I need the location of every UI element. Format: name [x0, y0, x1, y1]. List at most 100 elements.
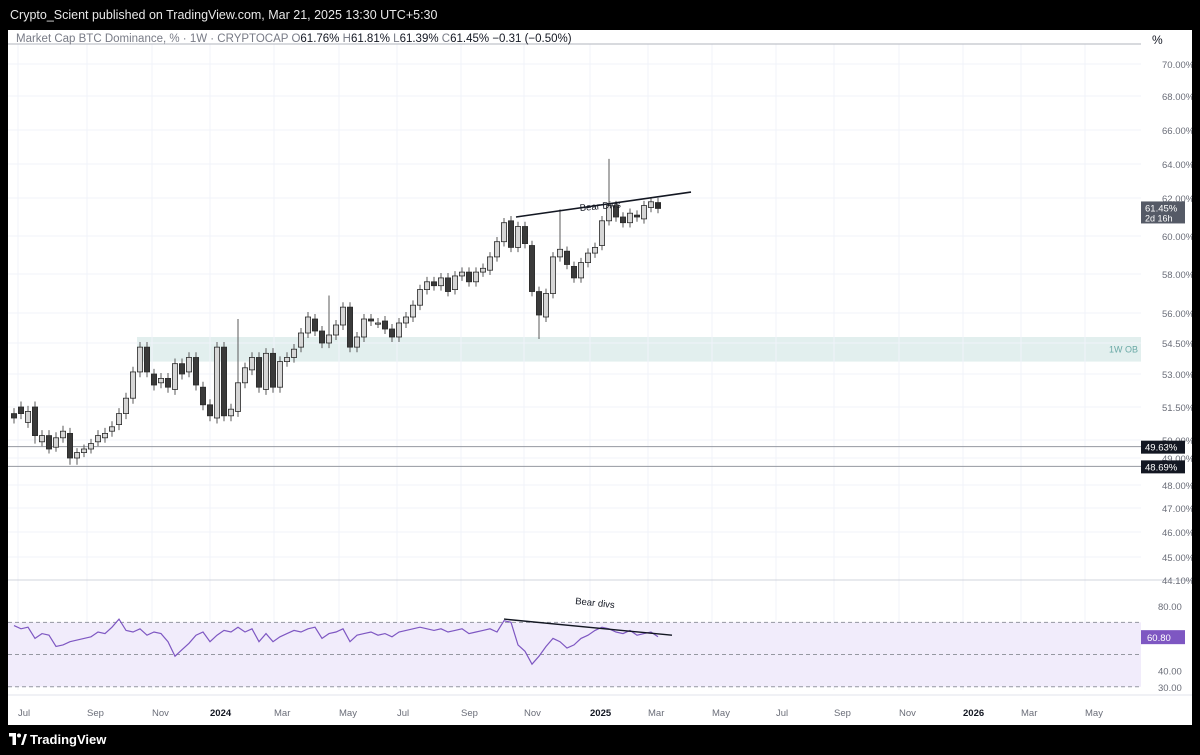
- candle-body: [465, 271, 472, 283]
- rsi-bear-divs-label: Bear divs: [575, 596, 616, 611]
- time-tick-label: Jul: [776, 708, 788, 719]
- countdown-label: 2d 16h: [1145, 213, 1173, 223]
- candle: [458, 267, 465, 281]
- price-tick-label: 56.00%: [1162, 309, 1192, 320]
- candle-body: [641, 205, 648, 220]
- candle-body: [24, 410, 31, 423]
- candle-body: [620, 216, 627, 224]
- level-price-label: 49.63%: [1145, 443, 1178, 454]
- time-tick-label: May: [712, 708, 730, 719]
- candle: [283, 352, 290, 367]
- candle: [564, 246, 571, 270]
- candle: [123, 392, 130, 420]
- time-tick-label: Nov: [899, 708, 916, 719]
- candle-body: [353, 336, 360, 348]
- candle-body: [269, 352, 276, 388]
- candle-body: [157, 377, 164, 384]
- candle: [11, 408, 17, 424]
- candle: [374, 318, 381, 328]
- candle: [592, 242, 599, 258]
- candle-body: [178, 363, 185, 375]
- candle-body: [150, 373, 157, 386]
- low-value: 61.39%: [399, 33, 439, 45]
- time-tick-label: 2025: [590, 708, 612, 719]
- candle: [381, 316, 388, 334]
- rsi-line: [13, 618, 659, 666]
- candle: [557, 209, 564, 262]
- candle: [31, 401, 38, 444]
- candle-body: [318, 330, 325, 344]
- candle: [60, 425, 67, 443]
- candle: [507, 216, 514, 253]
- candle: [53, 432, 60, 452]
- candle: [416, 284, 423, 311]
- candle-body: [304, 316, 311, 334]
- candle: [67, 427, 74, 465]
- candle-body: [31, 406, 38, 437]
- price-tick-label: 54.50%: [1162, 339, 1192, 350]
- candle-body: [46, 435, 53, 450]
- time-tick-label: Mar: [648, 708, 664, 719]
- candle: [472, 267, 479, 287]
- candle-body: [192, 357, 199, 386]
- tradingview-logo-icon: [9, 733, 27, 745]
- candle: [262, 348, 269, 395]
- candle: [150, 368, 157, 391]
- candle-body: [599, 220, 606, 246]
- candle: [493, 236, 500, 262]
- candle: [437, 273, 444, 291]
- open-label: O: [291, 33, 301, 45]
- candle: [388, 324, 395, 342]
- candle: [648, 197, 655, 213]
- candle: [409, 300, 416, 322]
- candle: [248, 352, 255, 376]
- candle-body: [248, 357, 255, 371]
- candle: [297, 328, 304, 353]
- candle-body: [95, 435, 102, 443]
- candle: [95, 430, 102, 447]
- candle: [360, 314, 367, 342]
- candle: [46, 430, 53, 454]
- candle-body: [634, 214, 641, 218]
- candle: [192, 352, 199, 391]
- price-tick-label: 66.00%: [1162, 126, 1192, 137]
- close-label: C: [441, 33, 451, 45]
- candle: [325, 295, 332, 349]
- candle: [486, 252, 493, 275]
- candle: [24, 405, 31, 428]
- time-tick-label: Sep: [461, 708, 478, 719]
- candle: [332, 320, 339, 340]
- candle-body: [381, 320, 388, 330]
- candle: [529, 240, 536, 297]
- candle-body: [67, 432, 74, 459]
- candle-body: [578, 262, 585, 279]
- candle: [613, 200, 620, 222]
- close-value: 61.45%: [450, 33, 490, 45]
- price-tick-label: 60.00%: [1162, 232, 1192, 243]
- candle-body: [109, 426, 116, 432]
- candle-body: [38, 435, 45, 443]
- candle-body: [213, 346, 220, 419]
- chart-canvas[interactable]: 1W OB 70.00% 68.00% 66.00% 64.00% 62.00% 60.0…: [8, 30, 1192, 725]
- candle-body: [81, 448, 88, 453]
- candle: [304, 312, 311, 338]
- candle: [102, 427, 109, 443]
- candle-body: [430, 281, 437, 287]
- candle: [81, 444, 88, 458]
- price-tick-label: 62.00%: [1162, 194, 1192, 205]
- candle-body: [655, 202, 662, 209]
- candle-body: [143, 346, 150, 373]
- candle-body: [374, 322, 381, 325]
- order-block-zone: [137, 337, 1141, 362]
- candle: [339, 302, 346, 330]
- candle-body: [451, 275, 458, 290]
- candle-body: [220, 346, 227, 417]
- candle: [536, 286, 543, 339]
- candle-body: [283, 357, 290, 363]
- zone-label: 1W OB: [1109, 344, 1138, 354]
- candle-body: [402, 316, 409, 324]
- high-value: 61.81%: [350, 33, 390, 45]
- candle: [500, 217, 507, 247]
- candle-body: [290, 348, 297, 358]
- bear-divs-trendline: [515, 191, 692, 218]
